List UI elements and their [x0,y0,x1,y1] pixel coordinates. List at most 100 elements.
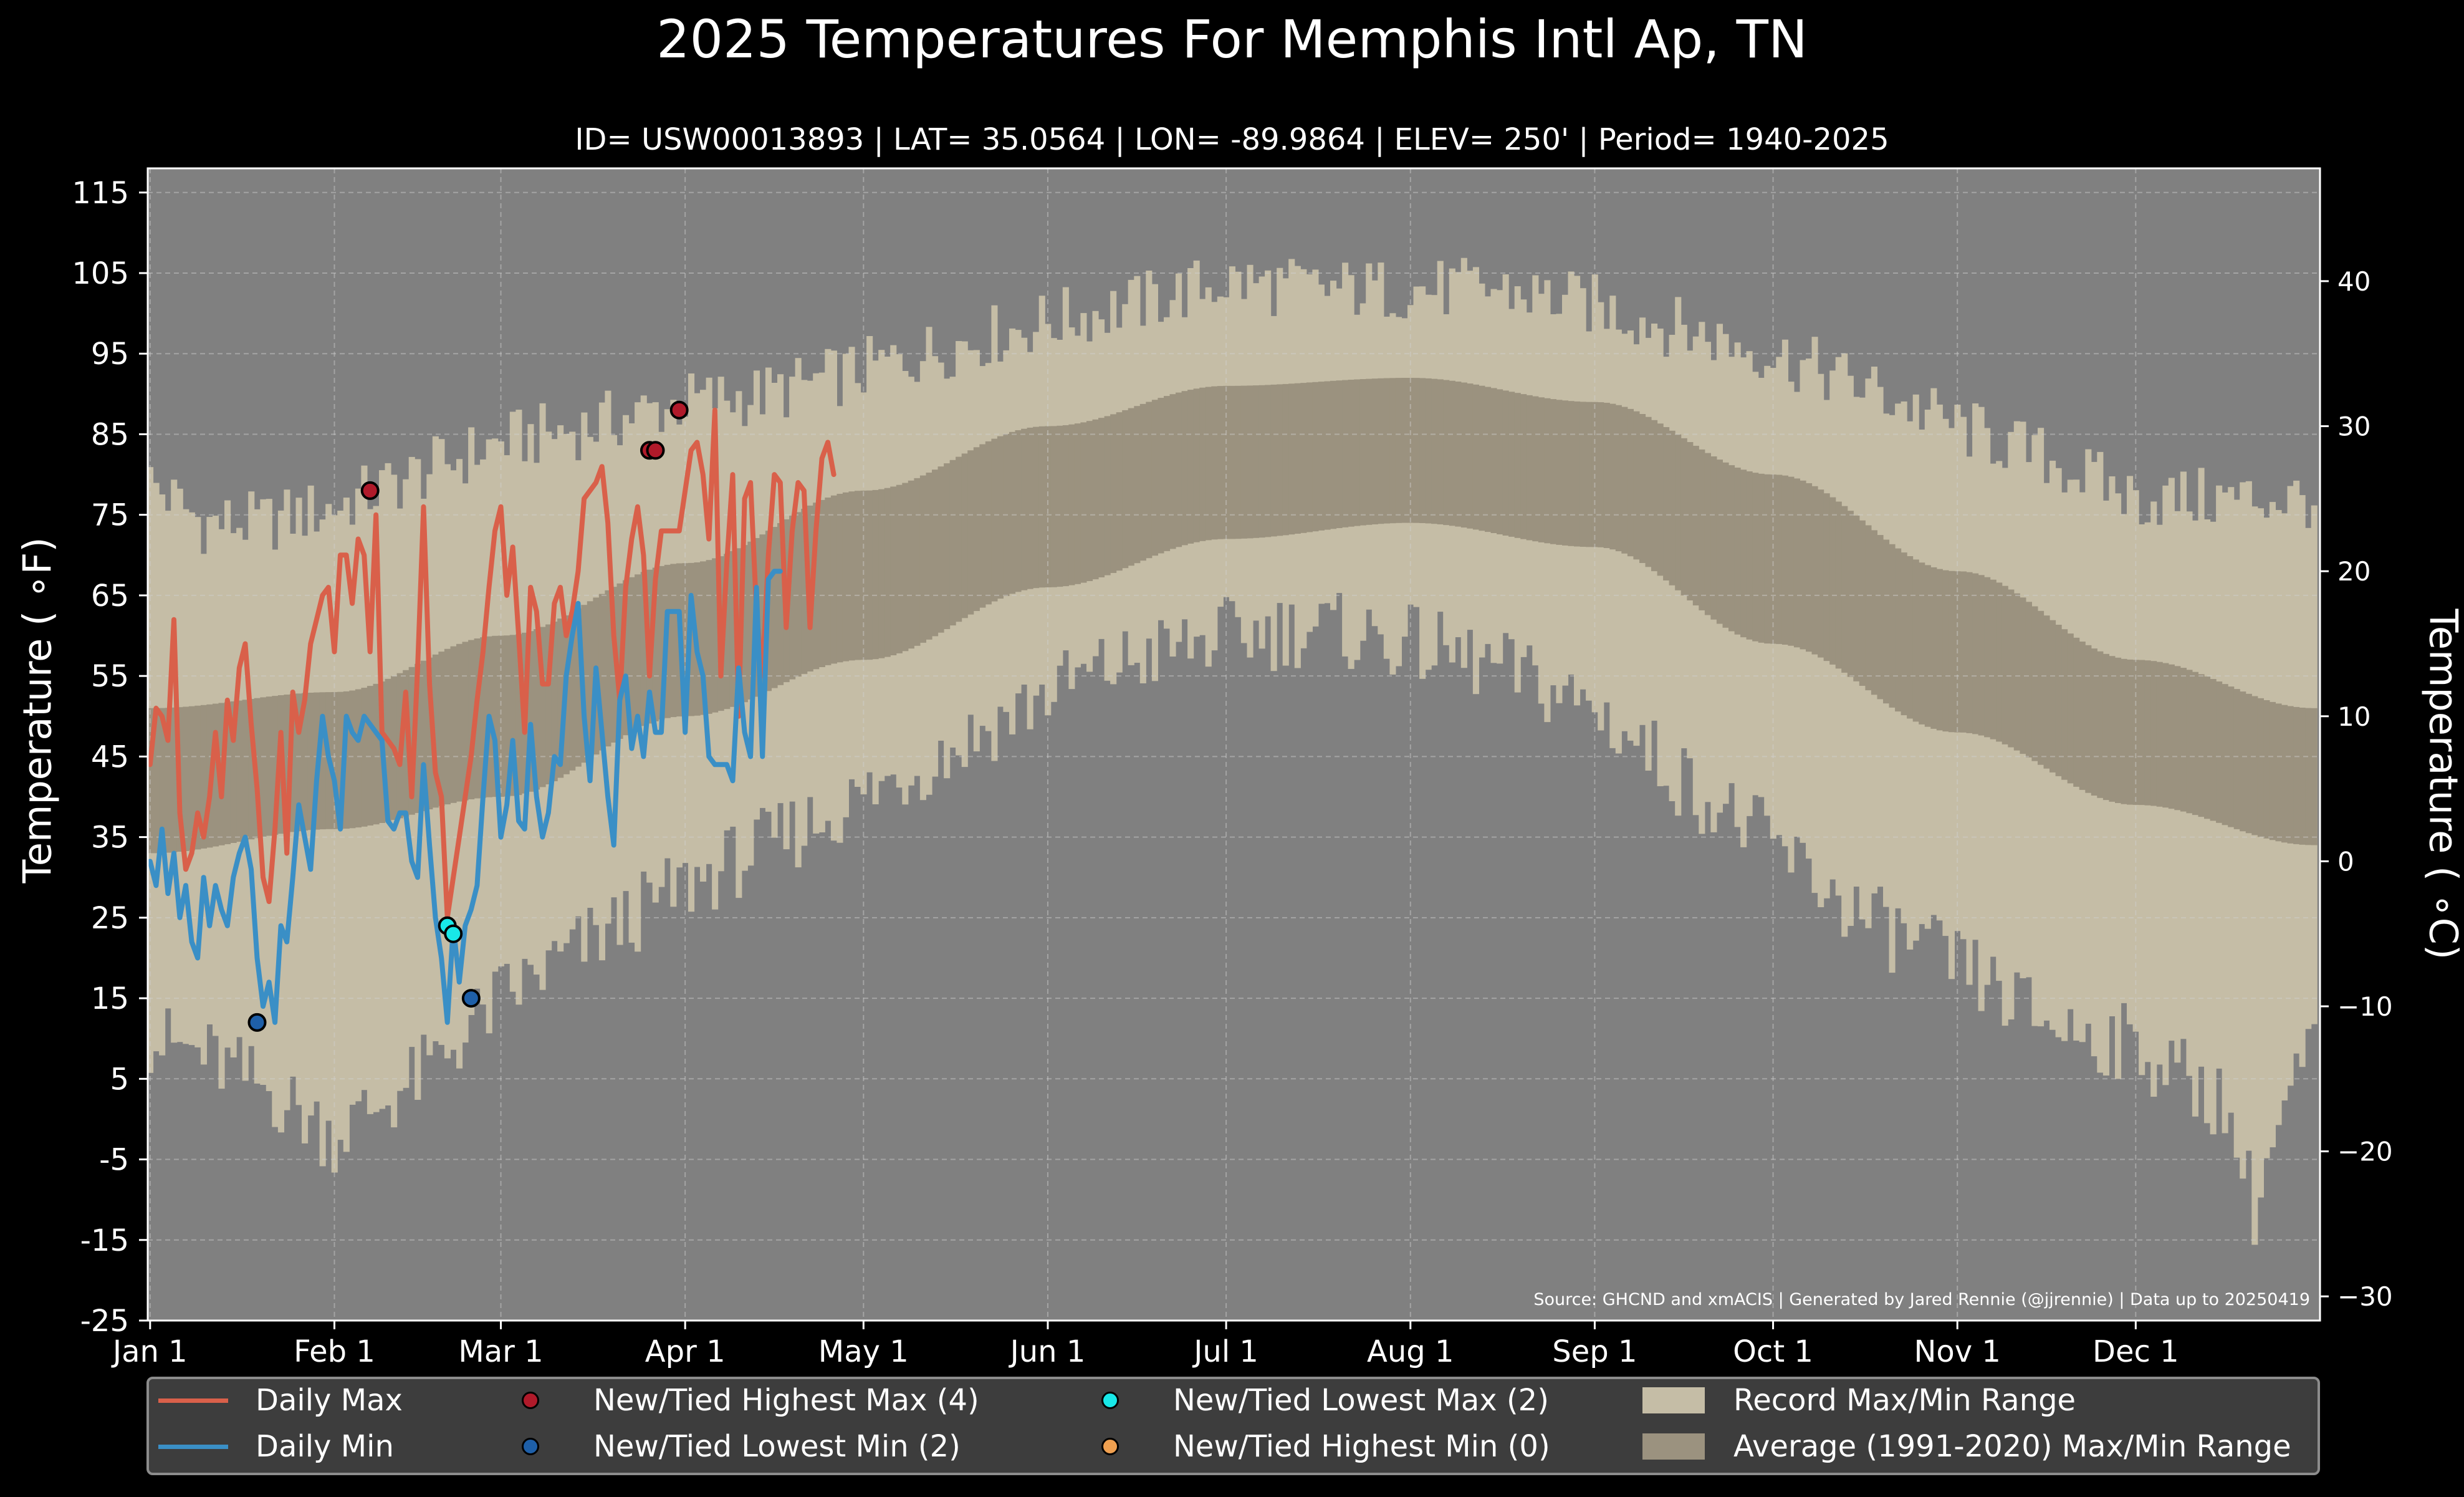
average-range-bar [1158,398,1164,554]
average-range-bar [1722,462,1729,628]
average-range-bar [1359,379,1366,526]
average-range-bar [1568,401,1575,546]
average-range-bar [1877,535,1884,700]
average-range-bar [432,654,439,808]
average-range-bar [2067,633,2074,784]
average-range-bar [2198,674,2205,817]
average-range-bar [2049,620,2056,773]
average-range-bar [1038,426,1045,588]
average-range-bar [830,495,837,664]
average-range-bar [462,642,469,801]
average-range-bar [492,635,499,797]
legend-average-range-label: Average (1991-2020) Max/Min Range [1733,1429,2291,1464]
average-range-bar [2055,625,2062,776]
x-tick-label: Jan 1 [111,1334,188,1369]
average-range-bar [1752,473,1759,642]
average-range-bar [1615,405,1622,552]
average-range-bar [658,566,665,720]
average-range-bar [438,652,445,806]
average-range-bar [1033,426,1040,589]
average-range-bar [1330,380,1337,529]
average-range-bar [468,640,475,799]
daily-min-swatch [158,1444,228,1449]
average-range-bar [1800,480,1806,650]
average-range-bar [1288,383,1295,535]
average-range-bar [1633,411,1640,560]
average-range-bar [1990,579,1997,739]
average-range-bar [587,601,593,759]
average-range-bar [1716,460,1723,624]
average-range-bar [1948,570,1955,733]
x-tick-label: Jun 1 [1009,1334,1086,1369]
average-range-bar [795,512,802,677]
average-range-bar [2180,668,2187,812]
y-axis-label-right: Temperature ( ∘C) [2420,609,2464,960]
average-range-bar [1889,544,1896,708]
average-range-bar [349,690,356,829]
record-range-bar [2257,508,2264,1198]
record-range-bar [2001,468,2008,1026]
average-range-bar [575,609,582,767]
average-range-bar [1811,486,1818,655]
average-range-bar [230,701,237,843]
highest-max-swatch [522,1392,539,1409]
average-range-bar [884,488,891,657]
new-lowest-min-point [247,1013,267,1032]
legend-record-range: Record Max/Min Range [1639,1383,2076,1418]
legend: Daily Max Daily Min New/Tied Highest Max… [146,1377,2320,1475]
average-range-bar [260,697,267,837]
average-range-bar [319,692,326,830]
x-tick-label: Oct 1 [1733,1334,1813,1369]
record-range-bar [2192,520,2198,1117]
new-highest-max-point [360,481,380,500]
y-tick-label-right: 30 [2337,412,2371,442]
average-range-bar [1395,378,1402,523]
average-range-bar [188,706,195,850]
average-range-bar [2091,648,2097,796]
x-tick-label: Nov 1 [1914,1334,2000,1369]
average-range-bar [1996,582,2003,742]
average-range-bar [295,693,302,832]
average-range-bar [1806,483,1813,652]
average-range-bar [2257,698,2264,837]
average-range-bar [801,509,808,674]
average-range-bar [1205,387,1212,541]
average-range-bar [902,483,909,652]
average-range-bar [2139,660,2145,806]
average-range-bar [2275,703,2282,842]
average-range-bar [1217,386,1224,539]
new-highest-max-point [646,441,665,460]
average-range-bar [2305,708,2312,845]
average-range-bar [1609,403,1616,550]
average-range-bar [497,635,504,797]
average-range-bar [2102,653,2109,801]
average-range-bar [896,484,903,653]
x-tick-label: Apr 1 [645,1334,726,1369]
average-range-bar [944,463,951,629]
record-range-swatch [1642,1387,1705,1413]
record-range-bar [2251,506,2258,1245]
average-range-bar [1229,385,1235,539]
average-range-bar [1164,396,1171,551]
average-range-bar [2085,645,2092,793]
average-range-bar [1883,539,1890,704]
y-tick-label-left: -15 [80,1223,129,1258]
average-range-bar [302,693,309,831]
source-note: Source: GHCND and xmACIS | Generated by … [1533,1290,2310,1309]
average-range-bar [878,489,885,658]
average-range-bar [504,635,511,797]
average-range-bar [1936,569,1943,731]
average-range-bar [1342,380,1349,527]
x-tick-label: May 1 [818,1334,909,1369]
average-range [147,378,2318,854]
y-tick-label-left: 85 [91,417,129,452]
average-range-bar [2013,593,2020,751]
average-range-bar [420,660,427,811]
average-range-bar [272,696,279,835]
average-range-bar [248,699,255,840]
average-range-bar [985,441,992,605]
average-range-bar [1057,425,1063,587]
average-range-bar [1514,393,1521,538]
y-tick-label-right: 20 [2337,556,2371,587]
average-range-bar [1021,428,1028,590]
